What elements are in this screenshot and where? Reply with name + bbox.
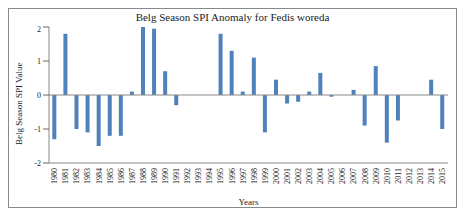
svg-text:Belg Season SPI Value: Belg Season SPI Value: [14, 62, 24, 145]
svg-text:1985: 1985: [106, 168, 115, 184]
svg-text:2001: 2001: [283, 168, 292, 184]
svg-text:1980: 1980: [50, 168, 59, 184]
svg-text:1988: 1988: [139, 168, 148, 184]
svg-text:2013: 2013: [416, 168, 425, 184]
svg-text:2002: 2002: [294, 168, 303, 184]
svg-text:1998: 1998: [250, 168, 259, 184]
svg-text:2012: 2012: [405, 168, 414, 184]
svg-text:1: 1: [37, 57, 41, 66]
svg-text:1987: 1987: [128, 168, 137, 184]
html-text:Belg Season SPI Anomaly for Fe: Belg Season SPI Anomaly for Fedis woreda: [135, 11, 330, 23]
svg-text:1997: 1997: [239, 168, 248, 184]
svg-text:1996: 1996: [228, 168, 237, 184]
svg-text:2004: 2004: [316, 168, 325, 184]
svg-text:2000: 2000: [272, 168, 281, 184]
svg-text:-2: -2: [34, 159, 41, 168]
svg-text:1983: 1983: [83, 168, 92, 184]
svg-text:1981: 1981: [61, 168, 70, 184]
svg-text:2006: 2006: [338, 168, 347, 184]
svg-text:2007: 2007: [349, 168, 358, 184]
svg-text:2: 2: [37, 25, 41, 34]
svg-text:1989: 1989: [150, 168, 159, 184]
svg-text:1982: 1982: [72, 168, 81, 184]
svg-text:1995: 1995: [216, 168, 225, 184]
svg-text:2005: 2005: [327, 168, 336, 184]
svg-text:1991: 1991: [172, 168, 181, 184]
svg-text:2011: 2011: [394, 168, 403, 184]
svg-text:2010: 2010: [383, 168, 392, 184]
svg-text:1984: 1984: [95, 168, 104, 184]
svg-text:1993: 1993: [194, 168, 203, 184]
svg-text:Years: Years: [238, 197, 259, 207]
svg-text:1994: 1994: [205, 168, 214, 184]
svg-text:1986: 1986: [117, 168, 126, 184]
svg-text:1990: 1990: [161, 168, 170, 184]
svg-text:1999: 1999: [261, 168, 270, 184]
svg-text:2008: 2008: [361, 168, 370, 184]
svg-text:2015: 2015: [438, 168, 447, 184]
svg-text:2003: 2003: [305, 168, 314, 184]
svg-text:2009: 2009: [372, 168, 381, 184]
svg-text:1992: 1992: [183, 168, 192, 184]
svg-text:-1: -1: [34, 125, 41, 134]
svg-text:0: 0: [37, 91, 41, 100]
svg-text:2014: 2014: [427, 168, 436, 184]
